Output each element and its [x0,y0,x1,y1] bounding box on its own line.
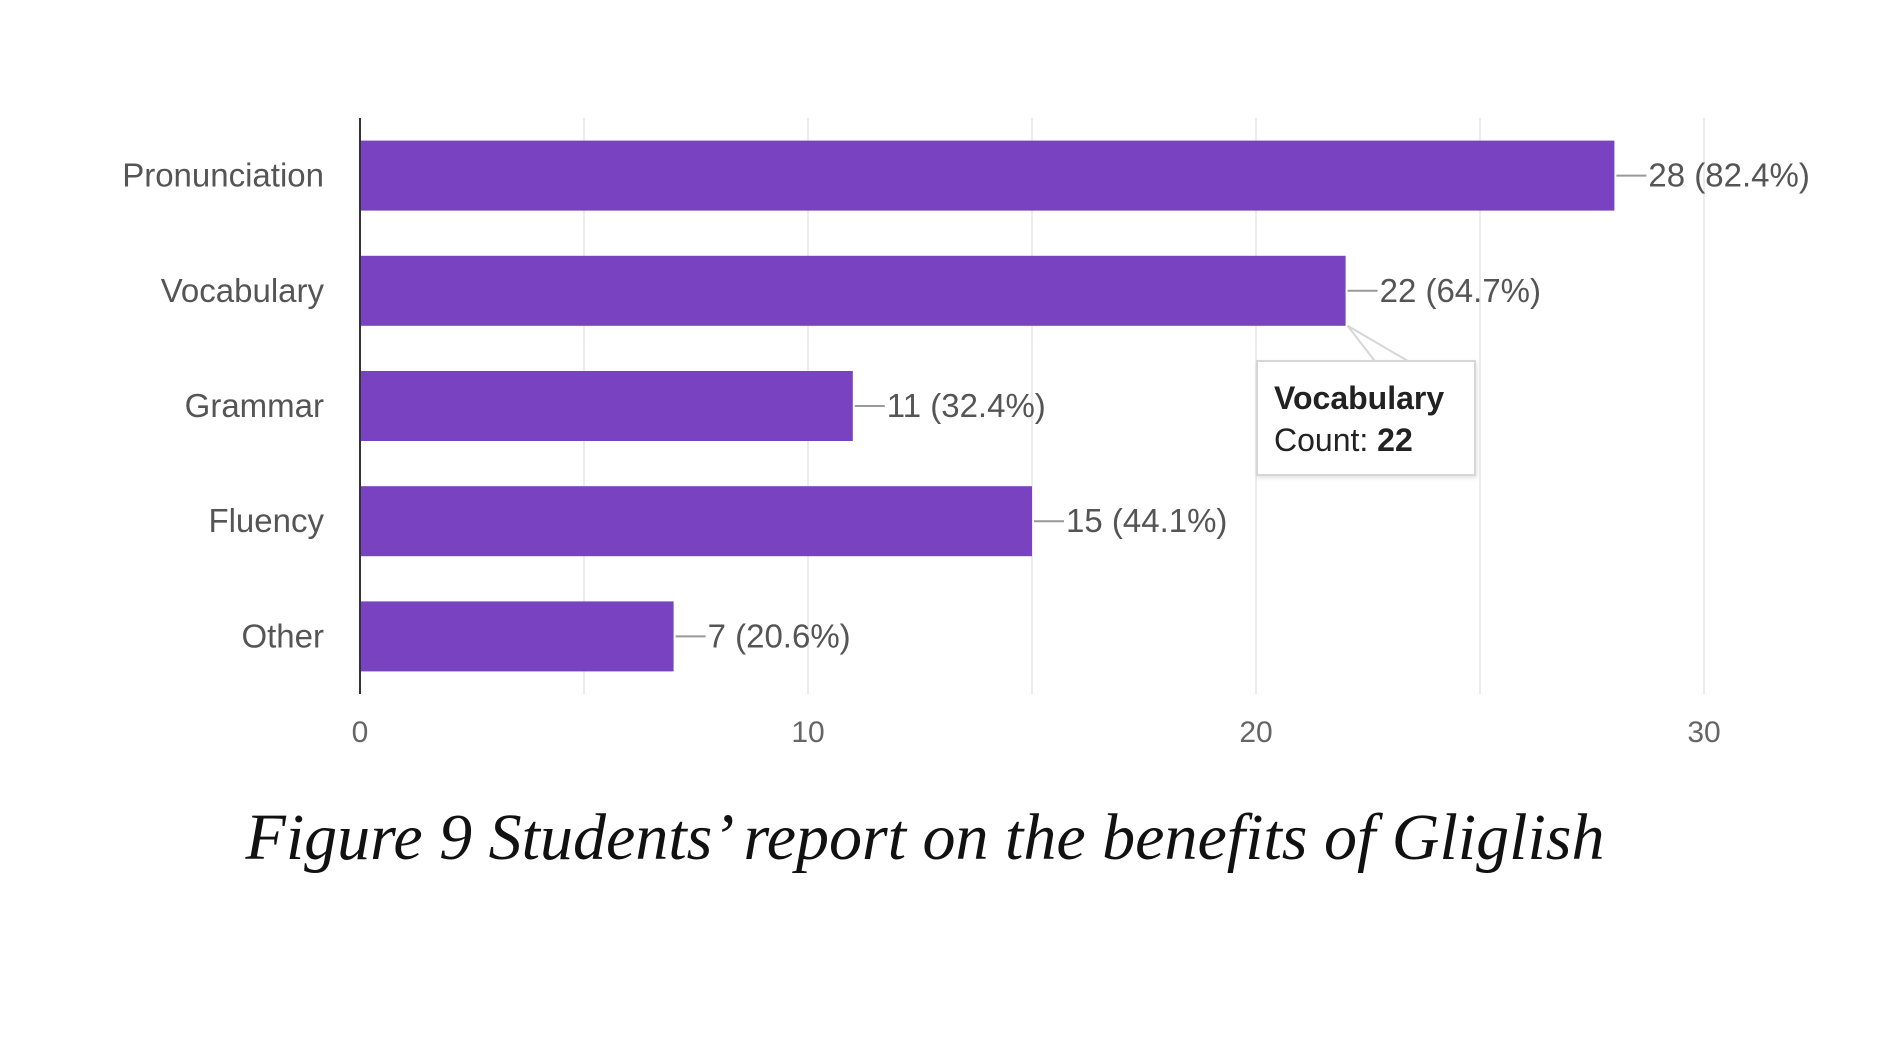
tooltip-count-row: Count: 22 [1274,418,1474,462]
data-label-grammar: 11 (32.4%) [887,387,1046,424]
bar-other[interactable] [360,601,674,672]
data-label-other: 7 (20.6%) [708,617,851,654]
bar-chart: 28 (82.4%) 22 (64.7%) 11 (32.4%) 15 (44.1%)… [122,118,1810,749]
bar-pronunciation[interactable] [360,140,1615,211]
category-label-vocabulary: Vocabulary [161,272,325,309]
x-tick-label: 20 [1239,716,1272,749]
x-tick-label: 30 [1687,716,1720,749]
data-label-vocabulary: 22 (64.7%) [1380,272,1541,309]
grid-lines [583,118,1705,694]
data-label-fluency: 15 (44.1%) [1066,502,1227,539]
tooltip-count-value: 22 [1377,422,1413,458]
tooltip: Vocabulary Count: 22 [1256,360,1476,476]
tooltip-count-label: Count: [1274,422,1369,458]
tooltip-pointer [1346,324,1414,363]
bar-grammar[interactable] [360,371,853,441]
category-label-fluency: Fluency [208,502,324,539]
data-labels: 28 (82.4%) 22 (64.7%) 11 (32.4%) 15 (44.1%)… [675,157,1810,654]
bar-fluency[interactable] [360,486,1032,557]
category-labels: Pronunciation Vocabulary Grammar Fluency Oth… [122,157,324,655]
figure-caption: Figure 9 Students’ report on the benefit… [245,801,1605,874]
category-label-pronunciation: Pronunciation [122,157,324,194]
tooltip-category: Vocabulary [1274,380,1445,416]
x-axis-ticks: 0 10 20 30 [352,716,1721,749]
x-tick-label: 10 [791,716,824,749]
x-tick-label: 0 [352,716,369,749]
bars [360,140,1615,672]
bar-vocabulary[interactable] [360,255,1346,326]
data-label-pronunciation: 28 (82.4%) [1648,157,1809,194]
category-label-other: Other [241,617,324,654]
category-label-grammar: Grammar [185,387,324,424]
